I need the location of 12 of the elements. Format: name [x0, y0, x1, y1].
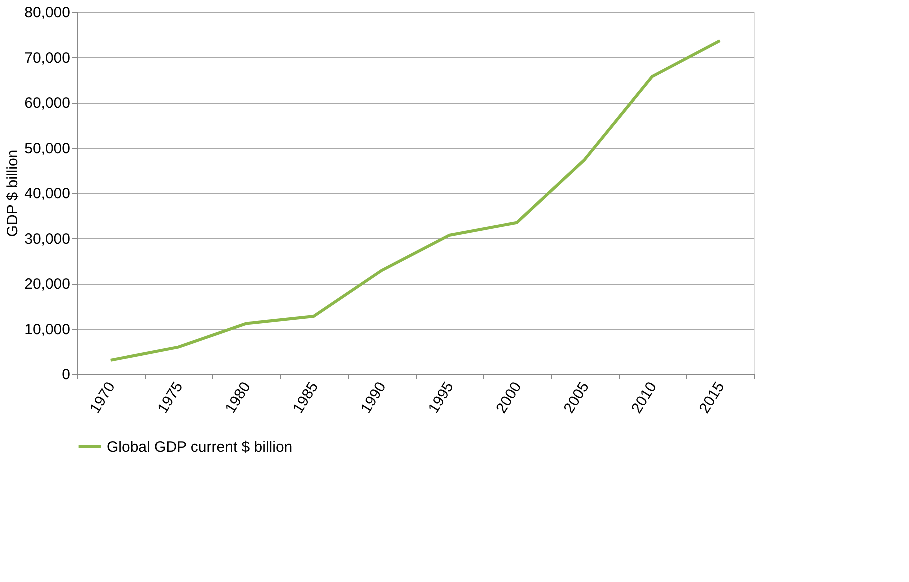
- y-tick-label: 70,000: [24, 50, 70, 67]
- y-tick-label: 40,000: [24, 186, 70, 202]
- line-series: [109, 39, 722, 362]
- y-tick-label: 50,000: [24, 140, 70, 158]
- y-tick-label: 0: [62, 366, 70, 384]
- legend-label: Global GDP current $ billion: [107, 439, 293, 456]
- y-axis-title: GDP $ billion: [4, 150, 22, 238]
- y-tick-label: 80,000: [24, 4, 70, 22]
- y-tick-label: 10,000: [24, 321, 70, 338]
- y-tick-label: 30,000: [24, 230, 70, 248]
- y-tick-label: 20,000: [24, 276, 70, 293]
- y-tick-label: 60,000: [24, 95, 70, 112]
